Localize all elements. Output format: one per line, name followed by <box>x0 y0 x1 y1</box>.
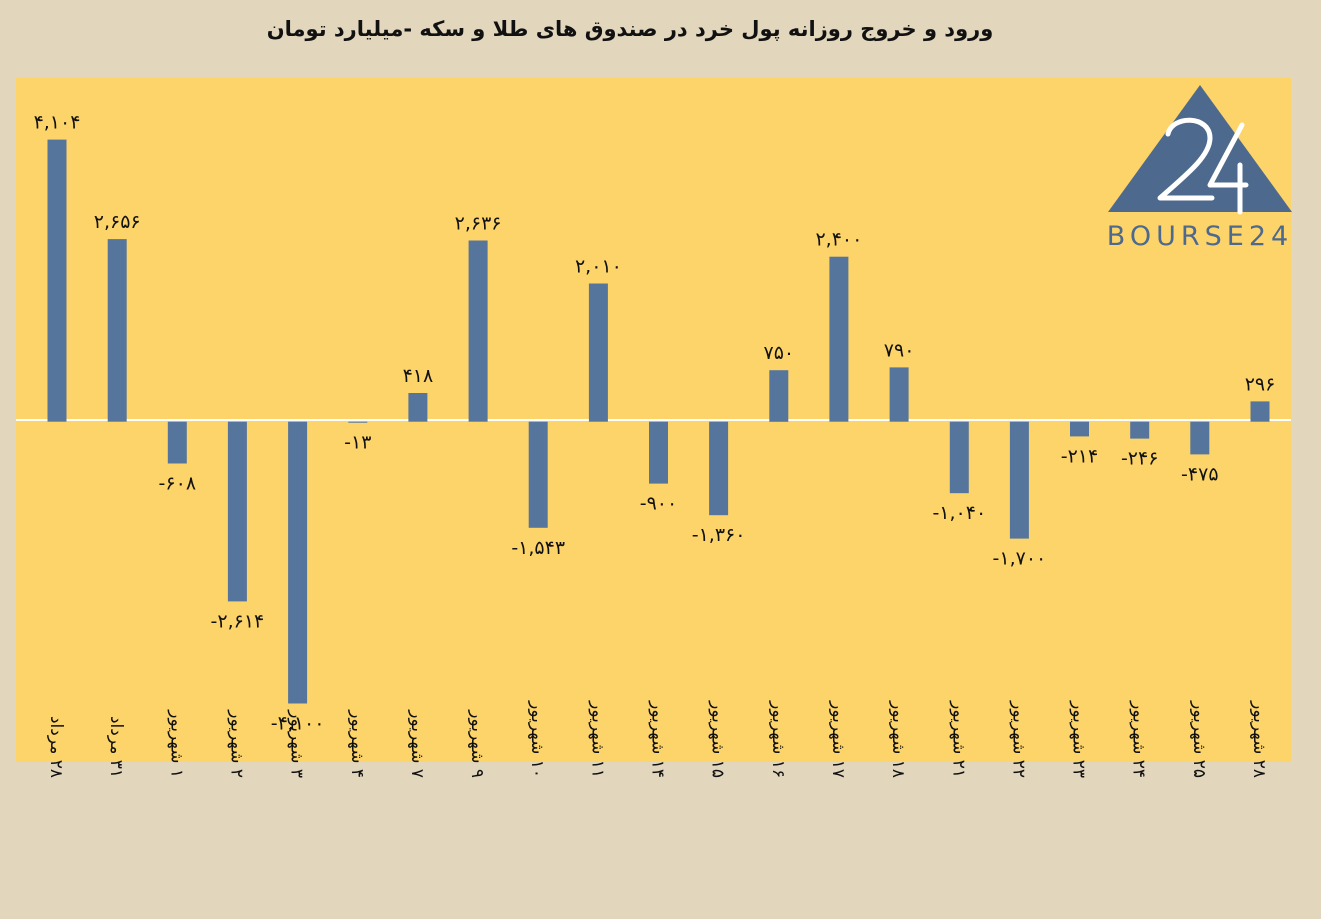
bar <box>769 370 789 422</box>
bar <box>649 421 668 484</box>
bar <box>348 421 368 423</box>
value-label: ۴۱۸ <box>403 365 434 387</box>
bar <box>468 240 488 422</box>
category-label: ۳ شهریور <box>287 709 307 778</box>
bars <box>47 139 1270 704</box>
bar <box>47 139 67 422</box>
value-label: -۲۴۶ <box>1121 448 1158 470</box>
category-label: ۱۴ شهریور <box>648 700 668 778</box>
category-label: ۷ شهریور <box>407 709 427 778</box>
value-label: -۶۰۸ <box>159 473 196 495</box>
value-label: -۱,۰۴۰ <box>932 502 986 524</box>
bar <box>709 421 729 516</box>
category-label: ۱۰ شهریور <box>527 700 547 778</box>
category-label: ۴ شهریور <box>347 709 367 778</box>
value-label: ۲,۴۰۰ <box>815 229 862 251</box>
logo-triangle-icon <box>1108 85 1292 212</box>
value-label: -۴,۱۰۰ <box>271 713 325 735</box>
category-label: ۳۱ مرداد <box>106 716 126 778</box>
value-label: ۷۹۰ <box>884 339 915 361</box>
bar <box>288 421 308 704</box>
category-label: ۱ شهریور <box>166 709 186 778</box>
category-label: ۹ شهریور <box>467 709 487 778</box>
category-label: ۲ شهریور <box>226 709 246 778</box>
logo-text: BOURSE24 <box>1107 221 1293 252</box>
bar <box>1250 401 1270 422</box>
category-labels: ۲۸ مرداد ۳۱ مرداد ۱ شهریور ۲ شهریور ۳ شهریور… <box>46 700 1269 778</box>
value-label: ۲۹۶ <box>1245 373 1276 395</box>
value-label: -۲۱۴ <box>1061 445 1098 467</box>
bar <box>167 421 187 464</box>
category-label: ۲۸ مرداد <box>46 716 66 778</box>
bar <box>1130 421 1150 439</box>
bar <box>107 239 127 422</box>
value-label: -۱۳ <box>344 432 371 454</box>
bar <box>1009 421 1029 539</box>
category-label: ۲۴ شهریور <box>1129 700 1149 778</box>
bar <box>1190 421 1210 455</box>
value-label: -۲,۶۱۴ <box>211 610 265 632</box>
category-label: ۱۷ شهریور <box>828 700 848 778</box>
bar <box>949 421 969 494</box>
category-label: ۱۸ شهریور <box>888 700 908 778</box>
category-label: ۱۵ شهریور <box>708 700 728 778</box>
category-label: ۱۶ شهریور <box>768 700 788 778</box>
value-label: -۴۷۵ <box>1181 463 1218 485</box>
category-label: ۱۱ شهریور <box>587 700 607 778</box>
category-label: ۲۱ شهریور <box>948 700 968 778</box>
bar <box>528 421 548 528</box>
category-label: ۲۲ شهریور <box>1008 700 1028 778</box>
bar <box>1070 421 1089 437</box>
value-label: ۷۵۰ <box>763 342 794 364</box>
category-label: ۲۳ شهریور <box>1069 700 1089 778</box>
value-label: ۲,۶۳۶ <box>455 213 502 235</box>
category-label: ۲۸ شهریور <box>1249 700 1269 778</box>
value-label: -۱,۷۰۰ <box>993 548 1047 570</box>
bar <box>588 283 608 422</box>
value-label: ۲,۰۱۰ <box>575 256 622 278</box>
bar <box>227 421 247 602</box>
value-labels: ۴,۱۰۴ ۲,۶۵۶ -۶۰۸ -۲,۶۱۴ -۴,۱۰۰ -۱۳ ۴۱۸ ۲,۶۳۶ -۱,… <box>34 112 1276 735</box>
value-label: -۹۰۰ <box>640 493 677 515</box>
bar <box>408 393 428 422</box>
value-label: -۱,۳۶۰ <box>692 524 746 546</box>
bar <box>829 256 849 422</box>
value-label: ۲,۶۵۶ <box>94 211 141 233</box>
logo-24-mark-icon <box>1157 117 1249 215</box>
bar <box>889 367 909 422</box>
value-label: -۱,۵۴۳ <box>511 537 565 559</box>
chart-title: ورود و خروج روزانه پول خرد در صندوق های … <box>267 17 994 42</box>
value-label: ۴,۱۰۴ <box>34 112 81 134</box>
category-label: ۲۵ شهریور <box>1189 700 1209 778</box>
bourse24-logo: BOURSE24 <box>1107 85 1293 252</box>
